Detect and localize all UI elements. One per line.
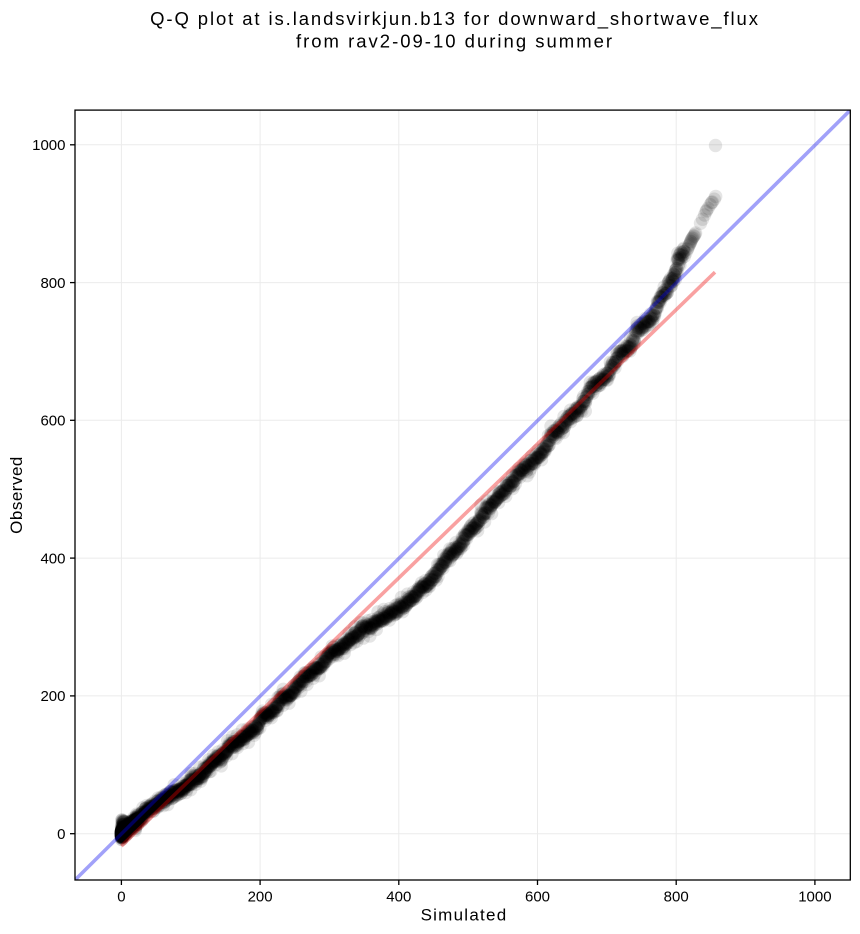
svg-text:600: 600: [525, 889, 550, 906]
svg-text:0: 0: [57, 826, 65, 843]
svg-text:from rav2-09-10 during summer: from rav2-09-10 during summer: [296, 31, 614, 52]
svg-text:800: 800: [40, 275, 65, 292]
svg-text:400: 400: [386, 889, 411, 906]
svg-text:200: 200: [40, 688, 65, 705]
svg-text:Observed: Observed: [7, 456, 26, 534]
svg-text:1000: 1000: [32, 137, 65, 154]
svg-text:0: 0: [117, 889, 125, 906]
svg-text:600: 600: [40, 413, 65, 430]
svg-text:200: 200: [248, 889, 273, 906]
svg-text:Simulated: Simulated: [421, 906, 508, 925]
svg-text:Q-Q plot at is.landsvirkjun.b1: Q-Q plot at is.landsvirkjun.b13 for down…: [150, 8, 760, 30]
svg-text:400: 400: [40, 550, 65, 567]
svg-text:1000: 1000: [798, 889, 831, 906]
svg-text:800: 800: [664, 889, 689, 906]
